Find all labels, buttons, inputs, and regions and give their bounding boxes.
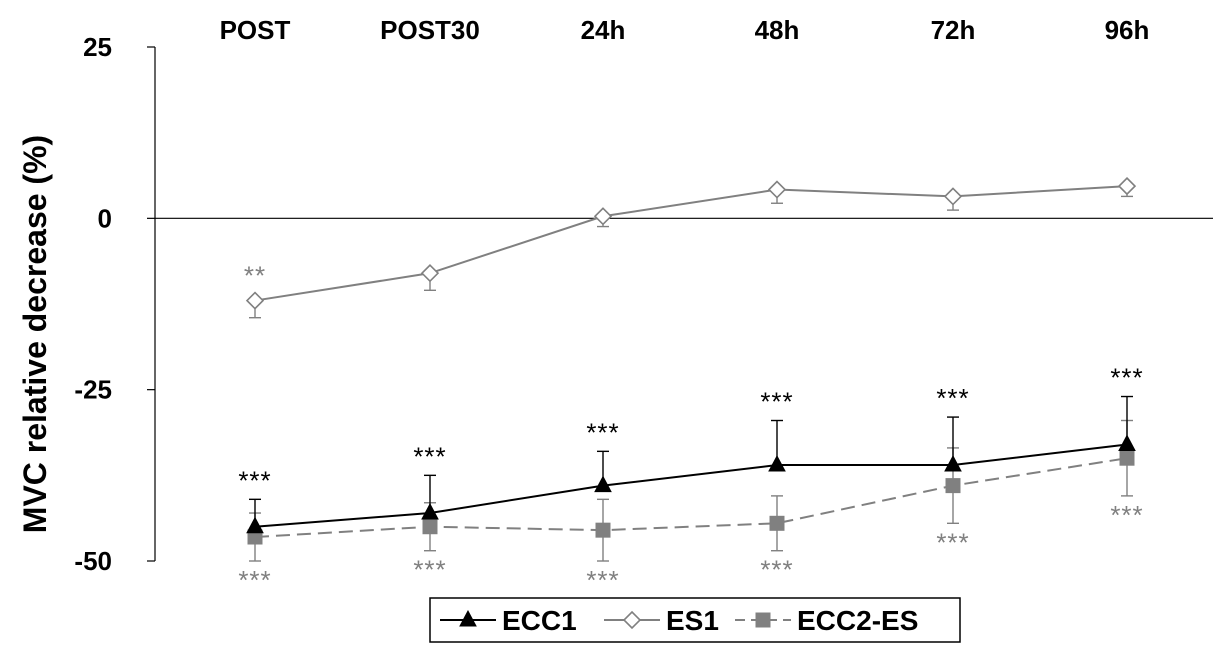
labels-layer: POST POST30 24h 48h 72h 96h***** *** *** *******… <box>220 15 1150 595</box>
data-point <box>421 502 439 520</box>
data-point <box>595 522 611 538</box>
legend-item-es1: ES1 <box>604 605 719 636</box>
legend-swatch-marker <box>755 612 771 628</box>
data-point <box>420 264 440 283</box>
data-point <box>767 180 787 199</box>
significance-label: *** <box>760 555 793 585</box>
series-layer <box>245 176 1137 562</box>
significance-label: *** <box>760 387 793 417</box>
legend-label: ES1 <box>666 605 719 636</box>
legend-swatch-marker <box>459 609 477 627</box>
series-line <box>254 457 1128 539</box>
significance-label: *** <box>413 441 446 471</box>
significance-label: ** <box>244 261 266 291</box>
category-label: 24h <box>581 15 626 45</box>
category-label: 96h <box>1105 15 1150 45</box>
legend-item-ecc2-es: ECC2-ES <box>735 605 918 636</box>
legend-item-ecc1: ECC1 <box>440 605 577 636</box>
significance-label: *** <box>238 465 271 495</box>
data-point <box>943 187 963 206</box>
data-point <box>1119 450 1135 466</box>
legend-label: ECC1 <box>502 605 577 636</box>
series-line <box>254 185 1128 302</box>
data-point <box>422 519 438 535</box>
legend-swatch-marker <box>622 610 642 630</box>
legend: ECC1 ES1 ECC2-ES <box>429 597 961 643</box>
y-tick-label: -25 <box>74 375 112 405</box>
significance-label: *** <box>586 417 619 447</box>
data-point <box>1118 434 1136 451</box>
data-point <box>944 454 962 472</box>
y-axis-title: MVC relative decrease (%) <box>17 135 53 533</box>
data-point <box>593 207 613 226</box>
significance-label: *** <box>1110 363 1143 393</box>
category-label: POST <box>220 15 291 45</box>
category-label: 48h <box>755 15 800 45</box>
data-point <box>246 516 264 534</box>
significance-label: *** <box>1110 500 1143 530</box>
significance-label: *** <box>936 383 969 413</box>
significance-label: *** <box>238 565 271 595</box>
y-tick-label: -50 <box>74 546 112 576</box>
data-point <box>768 454 786 472</box>
legend-box <box>429 597 961 643</box>
data-point <box>945 478 961 494</box>
category-label: POST30 <box>380 15 480 45</box>
series-ecc1 <box>246 395 1136 534</box>
significance-label: *** <box>413 555 446 585</box>
data-point <box>1117 176 1137 196</box>
category-label: 72h <box>931 15 976 45</box>
legend-label: ECC2-ES <box>797 605 918 636</box>
axes: 25 0 -25 -50 MVC relative decrease (%) <box>17 32 1213 576</box>
series-ecc2-es <box>247 419 1135 562</box>
series-es1 <box>245 176 1137 319</box>
series-line <box>254 443 1128 528</box>
y-tick-label: 0 <box>98 203 112 233</box>
data-point <box>594 475 612 493</box>
significance-label: *** <box>586 565 619 595</box>
y-tick-label: 25 <box>83 32 112 62</box>
data-point <box>769 515 785 531</box>
data-point <box>245 291 265 310</box>
significance-label: *** <box>936 527 969 557</box>
